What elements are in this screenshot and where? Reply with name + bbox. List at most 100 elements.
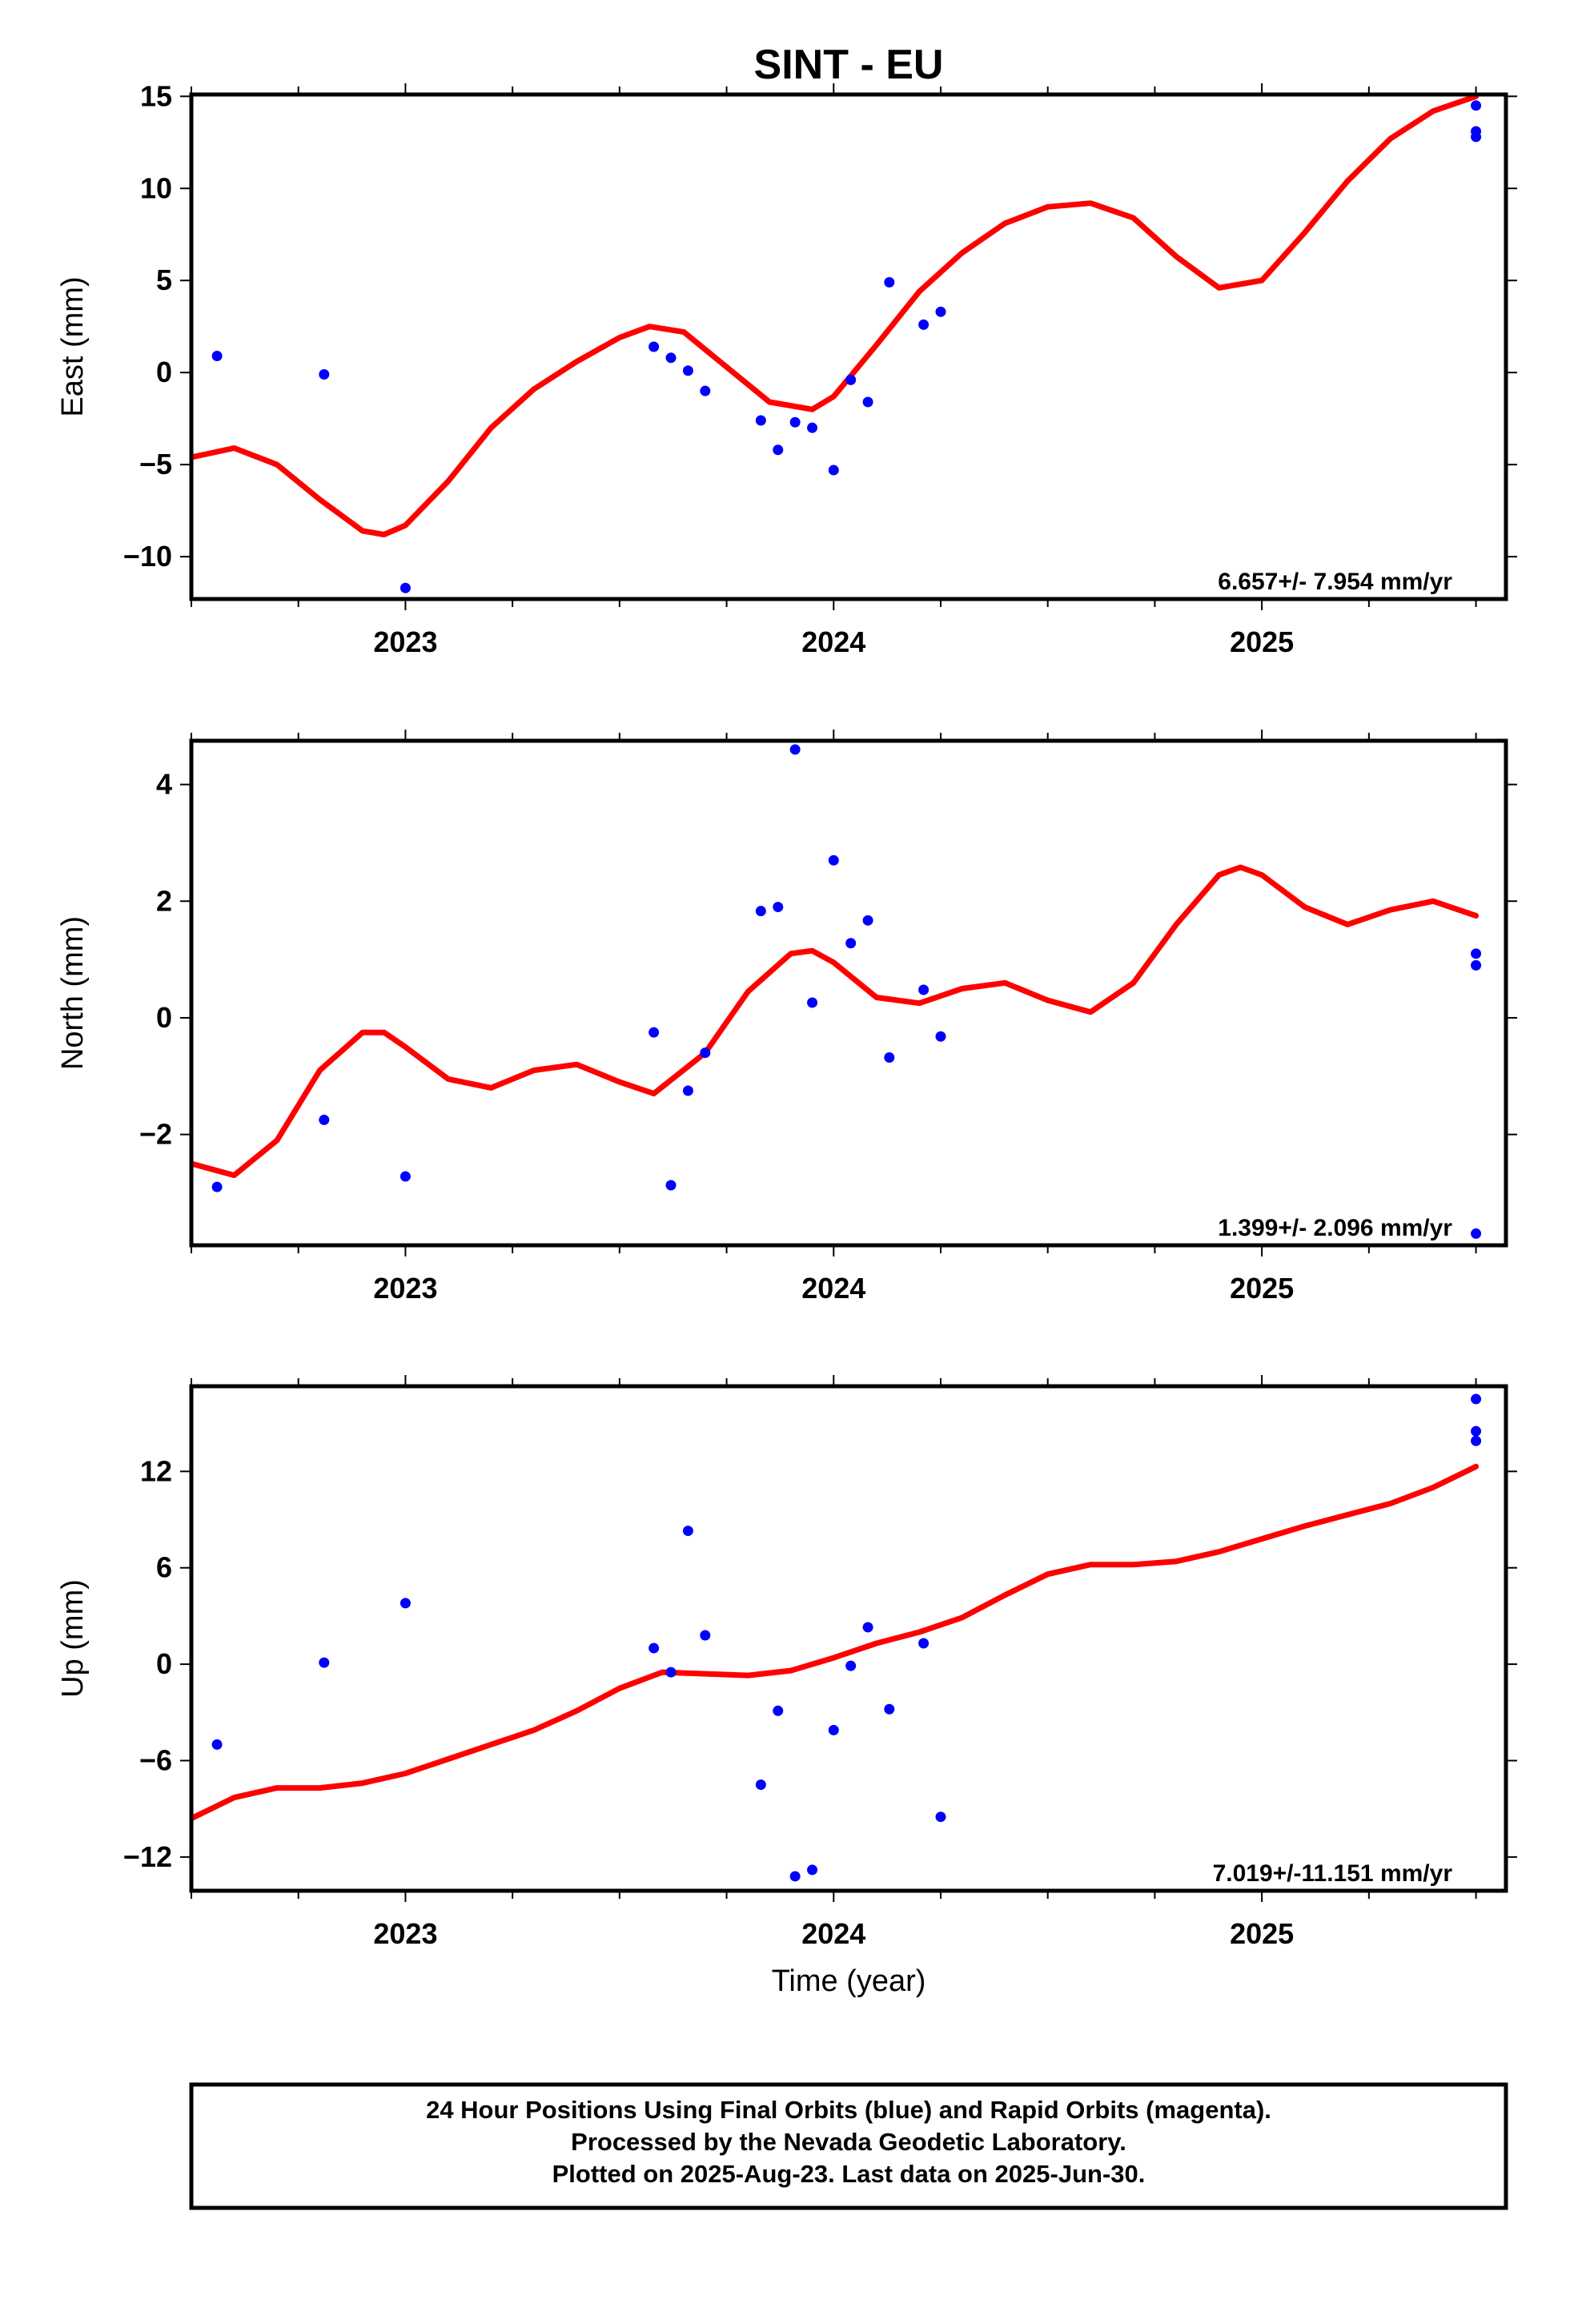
- up-data-point: [211, 1739, 223, 1750]
- east-data-point: [918, 319, 930, 330]
- east-data-point: [884, 277, 895, 288]
- north-fit-line: [191, 864, 1480, 1179]
- up-data-point: [828, 1724, 839, 1735]
- up-y-tick-label: 6: [156, 1551, 172, 1584]
- north-y-tick-label: 2: [156, 884, 172, 917]
- north-y-tick-label: 0: [156, 1001, 172, 1034]
- up-x-tick-label: 2024: [801, 1917, 865, 1950]
- up-x-axis-label: Time (year): [772, 1964, 926, 1998]
- north-data-point: [400, 1171, 411, 1182]
- footer-frame: [189, 2082, 1508, 2210]
- east-y-tick-label: 0: [156, 356, 172, 388]
- east-frame: [189, 92, 1508, 601]
- footer-box: 24 Hour Positions Using Final Orbits (bl…: [189, 2082, 1508, 2210]
- north-y-axis-label: North (mm): [56, 916, 90, 1070]
- up-data-point: [1471, 1425, 1482, 1437]
- north-data-point: [884, 1051, 895, 1063]
- up-y-tick-label: −12: [123, 1840, 172, 1873]
- east-data-point: [755, 415, 766, 426]
- up-data-point: [665, 1667, 677, 1678]
- up-data-point: [845, 1660, 857, 1671]
- up-data-point: [319, 1657, 330, 1668]
- east-x-tick-label: 2023: [373, 625, 437, 658]
- east-data-point: [845, 374, 857, 385]
- up-data-point: [1471, 1393, 1482, 1405]
- east-data-point: [1471, 100, 1482, 111]
- east-panel: 2023 2024 2025 −10 −5 0 5 10 15 East (mm) 6.657+/-…: [56, 79, 1517, 658]
- panels: 2023 2024 2025 −10 −5 0 5 10 15 East (mm) 6.657+/-…: [56, 79, 1517, 1998]
- north-data-point: [935, 1031, 946, 1042]
- up-data-point: [884, 1703, 895, 1715]
- north-data-point: [682, 1085, 693, 1096]
- north-data-point: [845, 938, 857, 949]
- east-y-tick-label: 15: [140, 79, 172, 112]
- up-data-point: [935, 1811, 946, 1823]
- east-data-point: [773, 444, 784, 456]
- up-data-point: [682, 1526, 693, 1537]
- east-y-tick-label: 10: [140, 171, 172, 204]
- up-y-tick-label: 0: [156, 1647, 172, 1680]
- north-x-tick-label: 2024: [801, 1272, 865, 1305]
- north-x-tick-label: 2025: [1230, 1272, 1294, 1305]
- north-x-tick-label: 2023: [373, 1272, 437, 1305]
- up-data-point: [1471, 1435, 1482, 1446]
- east-data-point: [807, 422, 818, 433]
- up-panel: 2023 2024 2025 −12 −6 0 6 12 Up (mm) 7.019+/-11.1…: [56, 1375, 1517, 1998]
- north-panel: 2023 2024 2025 −2 0 2 4 North (mm) 1.399+/- 2.09…: [56, 730, 1517, 1305]
- east-y-axis-label: East (mm): [56, 276, 90, 416]
- up-data-point: [648, 1642, 660, 1654]
- north-data-point: [211, 1181, 223, 1192]
- up-data-point: [862, 1622, 873, 1633]
- east-data-point: [319, 368, 330, 380]
- east-plot-area: [191, 94, 1480, 537]
- north-data-point: [1471, 959, 1482, 971]
- east-data-point: [700, 385, 711, 396]
- up-data-point: [773, 1705, 784, 1716]
- east-data-point: [400, 582, 411, 593]
- east-y-tick-label: −10: [123, 540, 172, 573]
- east-data-point: [665, 352, 677, 364]
- north-plot-area: [191, 864, 1480, 1179]
- north-data-point: [862, 915, 873, 926]
- east-data-point: [935, 306, 946, 317]
- east-data-point: [789, 416, 801, 428]
- footer-line-3: Plotted on 2025-Aug-23. Last data on 202…: [552, 2160, 1146, 2188]
- north-data-point: [789, 744, 801, 755]
- north-data-point: [1471, 1228, 1482, 1239]
- east-x-tick-label: 2024: [801, 625, 865, 658]
- east-data-point: [828, 464, 839, 476]
- chart-title: SINT - EU: [754, 42, 944, 88]
- north-y-tick-label: 4: [156, 768, 172, 801]
- east-data-point: [211, 350, 223, 361]
- north-data-point: [648, 1027, 660, 1038]
- up-x-tick-label: 2025: [1230, 1917, 1294, 1950]
- east-data-point: [682, 365, 693, 376]
- up-data-point: [789, 1871, 801, 1882]
- up-data-point: [755, 1779, 766, 1791]
- east-data-point: [1471, 131, 1482, 143]
- east-data-point: [648, 341, 660, 352]
- up-x-tick-label: 2023: [373, 1917, 437, 1950]
- footer-line-2: Processed by the Nevada Geodetic Laborat…: [571, 2128, 1126, 2156]
- north-rate-label: 1.399+/- 2.096 mm/yr: [1218, 1215, 1452, 1241]
- up-data-point: [700, 1630, 711, 1641]
- north-data-point: [807, 997, 818, 1008]
- north-data-point: [700, 1047, 711, 1059]
- up-plot-area: [191, 1463, 1480, 1822]
- up-y-tick-label: 12: [140, 1454, 172, 1487]
- up-rate-label: 7.019+/-11.151 mm/yr: [1213, 1860, 1453, 1887]
- east-data-point: [862, 396, 873, 408]
- up-y-axis-label: Up (mm): [56, 1579, 90, 1698]
- east-fit-line: [191, 94, 1480, 537]
- north-data-point: [773, 902, 784, 913]
- north-data-point: [1471, 948, 1482, 959]
- up-fit-line: [191, 1463, 1480, 1822]
- north-data-point: [828, 854, 839, 866]
- north-data-point: [665, 1180, 677, 1191]
- up-frame: [189, 1384, 1508, 1893]
- north-data-point: [755, 906, 766, 917]
- north-frame: [189, 738, 1508, 1248]
- east-x-tick-label: 2025: [1230, 625, 1294, 658]
- north-y-tick-label: −2: [139, 1118, 172, 1151]
